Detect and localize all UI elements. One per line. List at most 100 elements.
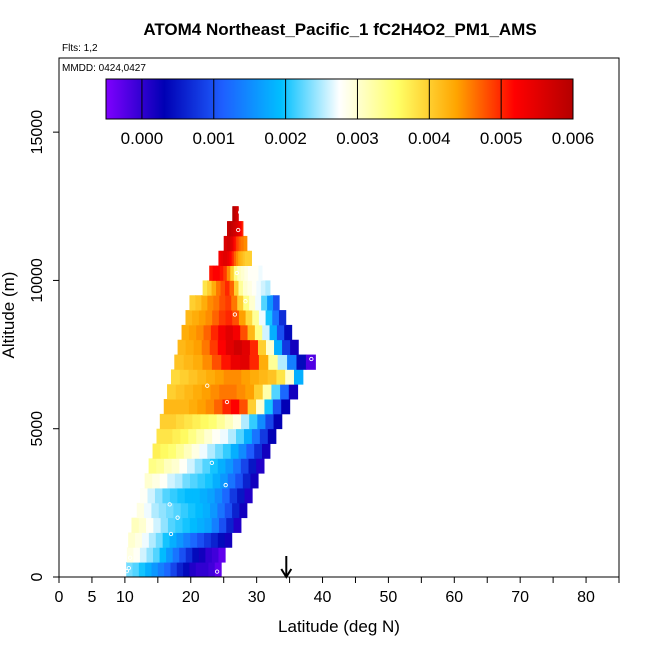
heatmap-cell <box>207 488 216 504</box>
heatmap-cell <box>162 532 171 548</box>
heatmap-cell <box>213 295 220 311</box>
heatmap-cell <box>242 473 252 489</box>
heatmap-cell <box>232 235 236 252</box>
y-tick-label: 10000 <box>29 258 46 303</box>
heatmap-cell <box>188 369 198 385</box>
heatmap-cell <box>216 413 226 430</box>
heatmap-cell <box>246 250 250 266</box>
heatmap-cell <box>278 310 287 326</box>
heatmap-cell <box>126 547 135 563</box>
heatmap-cell <box>257 413 267 430</box>
heatmap-cell <box>167 473 176 489</box>
heatmap-cell <box>224 532 233 548</box>
heatmap-cell <box>179 458 188 474</box>
heatmap-cell <box>276 324 285 341</box>
heatmap-cell <box>189 562 197 578</box>
heatmap-cell <box>268 354 279 370</box>
heatmap-cell <box>235 473 244 489</box>
heatmap-cell <box>233 458 242 474</box>
heatmap-cell <box>240 250 244 266</box>
heatmap-cell <box>160 517 169 533</box>
heatmap-cell <box>229 235 232 252</box>
heatmap-cell <box>167 413 177 430</box>
heatmap-cell <box>222 443 232 459</box>
heatmap-cell <box>267 428 277 444</box>
heatmap-cell <box>202 280 208 296</box>
heatmap-cell <box>267 295 274 311</box>
heatmap-cell <box>219 265 224 281</box>
heatmap-cell <box>207 280 213 296</box>
heatmap-cell <box>239 502 248 519</box>
heatmap-cell <box>179 547 187 563</box>
heatmap-cell <box>188 324 197 341</box>
heatmap-cell <box>233 250 237 266</box>
heatmap-cell <box>164 562 172 578</box>
heatmap-cell <box>183 443 193 459</box>
sample-point <box>309 356 314 362</box>
heatmap-cell <box>210 502 219 519</box>
heatmap-cell <box>296 354 307 370</box>
heatmap-cell <box>167 384 177 400</box>
heatmap-cell <box>202 562 210 578</box>
heatmap-cell <box>175 517 184 533</box>
dates-label: MMDD: 0424,0427 <box>62 63 146 74</box>
sample-point <box>236 227 241 233</box>
heatmap-cell <box>218 547 226 563</box>
heatmap-cell <box>232 324 241 341</box>
heatmap-cell <box>262 324 271 341</box>
heatmap-cell <box>262 384 273 400</box>
heatmap-cell <box>244 265 249 281</box>
heatmap-cell <box>287 354 298 370</box>
x-tick-label: 0 <box>55 589 64 606</box>
heatmap-cell <box>195 502 204 519</box>
heatmap-cell <box>252 310 260 326</box>
sample-point <box>232 312 238 317</box>
heatmap-cell <box>241 221 244 237</box>
heatmap-cell <box>153 517 162 533</box>
chart-title: ATOM4 Northeast_Pacific_1 fC2H4O2_PM1_AM… <box>143 20 536 39</box>
heatmap-cell <box>247 280 253 296</box>
heatmap-cell <box>199 443 208 459</box>
heatmap-cell <box>242 235 245 252</box>
heatmap-cell <box>225 339 235 355</box>
heatmap-cell <box>154 488 164 504</box>
heatmap-cell <box>131 517 140 533</box>
heatmap-cell <box>218 517 227 533</box>
heatmap-cell <box>249 250 252 266</box>
plot-frame <box>58 57 620 578</box>
sample-point <box>175 515 180 520</box>
heatmap-cell <box>249 413 258 430</box>
sample-point <box>168 531 174 537</box>
heatmap-cell <box>235 221 238 237</box>
heatmap-cell <box>262 443 271 459</box>
heatmap-cell <box>254 384 264 400</box>
heatmap-cell <box>176 532 184 548</box>
heatmap-cell <box>221 354 232 370</box>
heatmap-cell <box>163 399 173 415</box>
heatmap-cell <box>254 265 260 281</box>
heatmap-cell <box>245 235 248 252</box>
heatmap-cell <box>231 295 238 311</box>
heatmap-cell <box>182 517 191 533</box>
heatmap-cell <box>244 250 248 266</box>
heatmap-cell <box>218 310 227 326</box>
heatmap-cell <box>197 532 205 548</box>
heatmap-cell <box>203 324 212 341</box>
x-tick-label: 80 <box>577 589 595 606</box>
heatmap-bands <box>126 206 316 578</box>
heatmap-cell <box>207 443 216 459</box>
heatmap-cell <box>236 384 246 400</box>
heatmap-cell <box>183 532 191 548</box>
heatmap-cell <box>151 562 159 578</box>
heatmap-cell <box>240 221 243 237</box>
heatmap-cell <box>155 532 164 548</box>
heatmap-cell <box>264 399 274 415</box>
heatmap-cell <box>174 354 185 370</box>
heatmap-cell <box>227 221 229 237</box>
heatmap-cell <box>240 324 249 341</box>
heatmap-cell <box>267 369 278 385</box>
heatmap-cell <box>230 354 241 370</box>
heatmap-cell <box>152 473 161 489</box>
sample-point <box>205 383 210 388</box>
